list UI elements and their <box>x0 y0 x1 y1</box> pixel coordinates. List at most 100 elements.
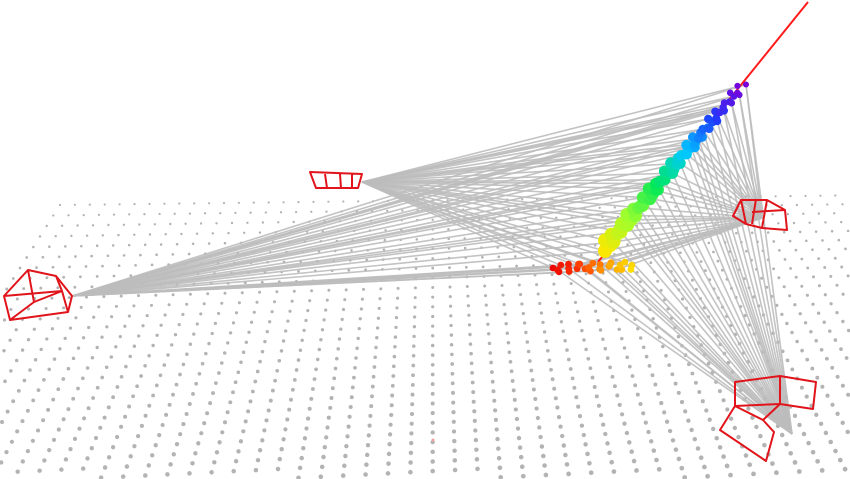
grid-point <box>302 436 308 441</box>
grid-point <box>225 410 230 415</box>
grid-point <box>525 340 530 344</box>
grid-point <box>758 433 763 439</box>
grid-point <box>115 385 120 389</box>
grid-point <box>45 276 49 280</box>
grid-point <box>292 220 295 224</box>
grid-point <box>743 453 749 458</box>
grid-point <box>260 280 264 284</box>
grid-point <box>14 328 18 332</box>
grid-point <box>487 341 492 346</box>
grid-point <box>208 401 213 406</box>
grid-point <box>389 412 394 418</box>
grid-point <box>45 337 49 341</box>
camera-ray <box>71 241 614 297</box>
grid-point <box>184 411 189 417</box>
grid-point <box>321 454 326 460</box>
grid-point <box>139 253 142 257</box>
grid-point <box>698 455 704 461</box>
grid-point <box>537 425 542 430</box>
grid-point <box>577 414 583 419</box>
grid-point <box>266 408 271 413</box>
grid-point <box>37 468 42 473</box>
grid-point <box>223 241 227 245</box>
grid-point <box>143 364 147 368</box>
grid-point <box>275 368 280 373</box>
camera-ray <box>361 152 687 183</box>
grid-point <box>801 431 807 437</box>
grid-point <box>680 297 685 301</box>
grid-point <box>430 372 435 377</box>
grid-point <box>815 375 820 380</box>
grid-point <box>84 265 88 268</box>
grid-point <box>52 214 55 217</box>
grid-point <box>228 400 233 405</box>
grid-point <box>774 195 777 198</box>
grid-point <box>594 309 598 313</box>
grid-point <box>302 328 306 333</box>
grid-point <box>359 307 363 311</box>
grid-point <box>350 249 353 252</box>
grid-point <box>705 473 710 479</box>
grid-point <box>301 446 306 451</box>
grid-point <box>248 399 253 404</box>
grid-point <box>25 448 31 454</box>
grid-point <box>410 392 415 397</box>
grid-point <box>484 303 488 307</box>
grid-point <box>317 347 322 352</box>
grid-point <box>51 437 57 442</box>
grid-point <box>630 374 635 378</box>
grid-point <box>246 221 249 224</box>
grid-point <box>73 203 76 206</box>
grid-point <box>661 344 665 349</box>
camera-ray <box>361 137 699 183</box>
grid-point <box>430 382 435 387</box>
grid-point <box>16 389 21 393</box>
camera-ray <box>361 118 709 183</box>
grid-point <box>82 416 87 421</box>
grid-point <box>620 412 625 417</box>
grid-point <box>347 268 351 272</box>
grid-point <box>3 379 7 384</box>
grid-point <box>789 266 793 270</box>
grid-point <box>374 345 378 350</box>
grid-point <box>449 343 454 347</box>
grid-point <box>412 315 417 319</box>
camera-ray <box>71 137 699 297</box>
grid-point <box>214 450 220 455</box>
grid-point <box>395 306 399 310</box>
grid-point <box>777 222 780 225</box>
grid-point <box>667 428 673 434</box>
grid-point <box>607 450 612 456</box>
grid-point <box>510 378 515 383</box>
camera-ray <box>71 268 618 297</box>
grid-point <box>275 466 281 472</box>
grid-point <box>653 382 658 387</box>
grid-point <box>823 266 827 269</box>
camera-ray <box>630 219 793 435</box>
grid-point <box>673 381 678 386</box>
grid-point <box>158 212 161 216</box>
grid-point <box>770 461 775 466</box>
grid-point <box>518 454 524 460</box>
grid-point <box>542 330 547 334</box>
grid-point <box>100 335 104 339</box>
grid-point <box>580 328 584 333</box>
grid-point <box>220 430 225 435</box>
grid-point <box>392 354 397 359</box>
grid-point <box>165 472 170 477</box>
grid-point <box>304 318 308 323</box>
grid-point <box>85 366 90 370</box>
grid-point <box>95 385 100 390</box>
trajectory-point <box>734 82 741 89</box>
grid-point <box>178 432 183 437</box>
grid-point <box>289 397 293 402</box>
grid-point <box>197 371 202 376</box>
grid-point <box>563 452 568 458</box>
grid-point <box>533 396 538 402</box>
grid-point <box>451 429 457 434</box>
grid-point <box>703 269 707 273</box>
grid-point <box>57 255 61 259</box>
grid-point <box>500 284 504 287</box>
camera-ray <box>71 196 644 297</box>
